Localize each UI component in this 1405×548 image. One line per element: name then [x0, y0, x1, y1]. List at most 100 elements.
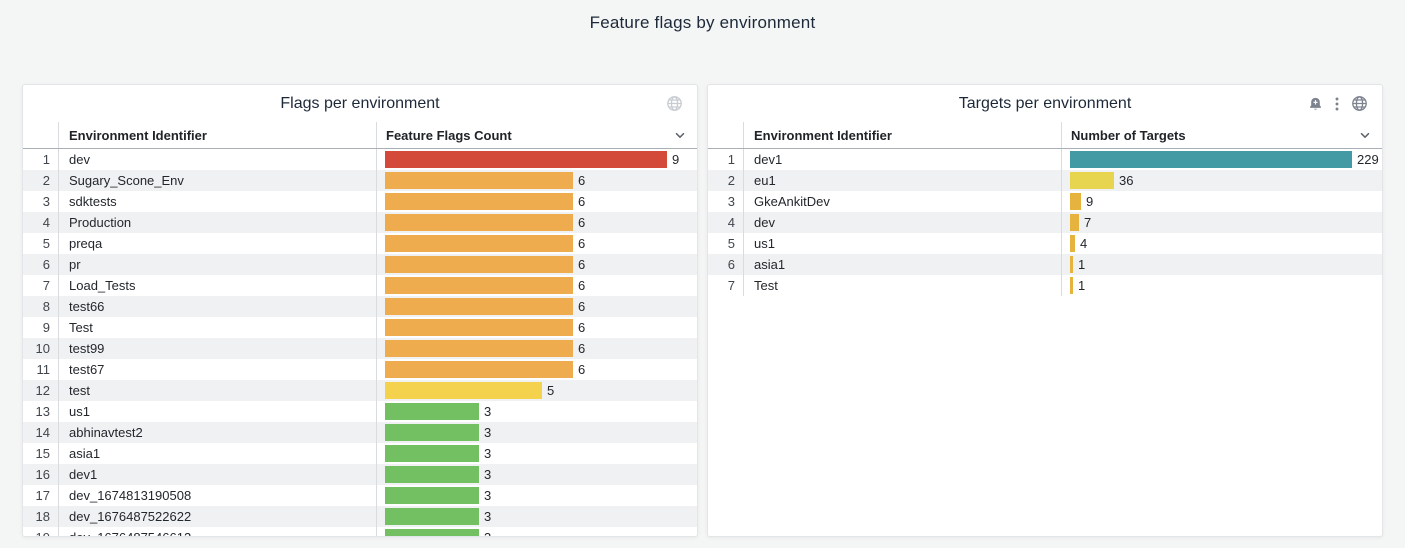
bar — [1070, 172, 1114, 189]
bar — [385, 235, 573, 252]
row-index: 17 — [23, 485, 59, 506]
table-row: 17 dev_1674813190508 3 — [23, 485, 697, 506]
environment-cell: dev1 — [59, 464, 377, 485]
panel-header-icons — [666, 85, 683, 122]
bar-gauge-cell: 3 — [377, 401, 697, 422]
bar-value: 6 — [578, 236, 586, 251]
bar — [385, 529, 479, 536]
environment-cell: abhinavtest2 — [59, 422, 377, 443]
bar-gauge-cell: 6 — [377, 296, 697, 317]
table-row: 11 test67 6 — [23, 359, 697, 380]
row-index: 5 — [708, 233, 744, 254]
bar — [1070, 214, 1079, 231]
bar-value: 6 — [578, 215, 586, 230]
bar-gauge-cell: 6 — [377, 275, 697, 296]
chevron-down-icon[interactable] — [673, 128, 687, 142]
bar — [385, 508, 479, 525]
environment-cell: eu1 — [744, 170, 1062, 191]
bar — [385, 214, 573, 231]
table-row: 16 dev1 3 — [23, 464, 697, 485]
bar-value: 3 — [484, 530, 491, 536]
globe-icon[interactable] — [1351, 95, 1368, 112]
panel-title[interactable]: Targets per environment — [958, 94, 1132, 112]
environment-cell: Sugary_Scone_Env — [59, 170, 377, 191]
table-row: 12 test 5 — [23, 380, 697, 401]
bar-gauge-cell: 6 — [377, 359, 697, 380]
panels-row: Flags per environment Environment Identi… — [22, 84, 1383, 537]
table-row: 7 Load_Tests 6 — [23, 275, 697, 296]
kebab-menu-icon[interactable] — [1335, 96, 1339, 112]
bar-value: 6 — [578, 173, 586, 188]
bell-plus-icon[interactable] — [1308, 96, 1323, 112]
bar-gauge-cell: 6 — [377, 212, 697, 233]
value-column-header[interactable]: Number of Targets — [1062, 122, 1382, 148]
bar-value: 6 — [578, 341, 586, 356]
bar — [1070, 277, 1073, 294]
bar-gauge-cell: 3 — [377, 464, 697, 485]
bar — [385, 403, 479, 420]
table-row: 19dev_1676487546612 3 — [23, 527, 697, 536]
table-row: 8 test66 6 — [23, 296, 697, 317]
row-index: 3 — [708, 191, 744, 212]
bar-gauge-cell: 4 — [1062, 233, 1382, 254]
dashboard-title: Feature flags by environment — [589, 13, 816, 32]
bar — [1070, 256, 1073, 273]
bar-value: 5 — [547, 383, 555, 398]
environment-cell: Production — [59, 212, 377, 233]
environment-cell: us1 — [744, 233, 1062, 254]
environment-cell: test66 — [59, 296, 377, 317]
bar-gauge-cell: 9 — [1062, 191, 1382, 212]
environment-cell: dev_1674813190508 — [59, 485, 377, 506]
row-index: 2 — [708, 170, 744, 191]
row-index: 3 — [23, 191, 59, 212]
row-index: 7 — [708, 275, 744, 296]
value-column-header[interactable]: Feature Flags Count — [377, 122, 697, 148]
environment-cell: dev — [59, 149, 377, 170]
row-index: 16 — [23, 464, 59, 485]
row-index: 14 — [23, 422, 59, 443]
bar-value: 3 — [484, 404, 492, 419]
bar-value: 3 — [484, 488, 492, 503]
bar-value: 36 — [1119, 173, 1134, 188]
table-body: 1 dev1 229 2 eu1 36 3 GkeAnkitDev 9 4 dev 7 5 us1 4 6 as… — [708, 149, 1382, 536]
row-index: 12 — [23, 380, 59, 401]
table-header-row: Environment Identifier Number of Targets — [708, 122, 1382, 149]
bar-value: 3 — [484, 425, 492, 440]
environment-cell: asia1 — [744, 254, 1062, 275]
bar-gauge-cell: 3 — [377, 506, 697, 527]
bar-value: 1 — [1078, 278, 1086, 293]
panel-header-icons — [1308, 85, 1368, 122]
bar-value: 4 — [1080, 236, 1088, 251]
environment-column-header[interactable]: Environment Identifier — [744, 122, 1062, 148]
bar-value: 3 — [484, 509, 492, 524]
table-row: 6 pr 6 — [23, 254, 697, 275]
panel-header: Flags per environment — [23, 85, 697, 122]
bar — [385, 424, 479, 441]
bar — [1070, 235, 1075, 252]
environment-column-header[interactable]: Environment Identifier — [59, 122, 377, 148]
bar — [385, 193, 573, 210]
environment-cell: test67 — [59, 359, 377, 380]
table-row: 3 sdktests 6 — [23, 191, 697, 212]
environment-cell: dev — [744, 212, 1062, 233]
table-row: 4 dev 7 — [708, 212, 1382, 233]
panel-targets-per-environment: Targets per environment Environment Iden… — [707, 84, 1383, 537]
panel-title[interactable]: Flags per environment — [280, 94, 440, 112]
table-row: 5 us1 4 — [708, 233, 1382, 254]
bar — [385, 361, 573, 378]
bar-gauge-cell: 6 — [377, 338, 697, 359]
panel-header: Targets per environment — [708, 85, 1382, 122]
environment-cell: sdktests — [59, 191, 377, 212]
bar-gauge-cell: 3 — [377, 527, 697, 536]
environment-cell: dev1 — [744, 149, 1062, 170]
row-index: 10 — [23, 338, 59, 359]
table-header-row: Environment Identifier Feature Flags Cou… — [23, 122, 697, 149]
chevron-down-icon[interactable] — [1358, 128, 1372, 142]
row-index: 6 — [708, 254, 744, 275]
bar-value: 6 — [578, 278, 586, 293]
globe-icon[interactable] — [666, 95, 683, 112]
table-row: 1 dev 9 — [23, 149, 697, 170]
row-index: 1 — [708, 149, 744, 170]
bar-gauge-cell: 1 — [1062, 254, 1382, 275]
index-column-header — [23, 122, 59, 148]
